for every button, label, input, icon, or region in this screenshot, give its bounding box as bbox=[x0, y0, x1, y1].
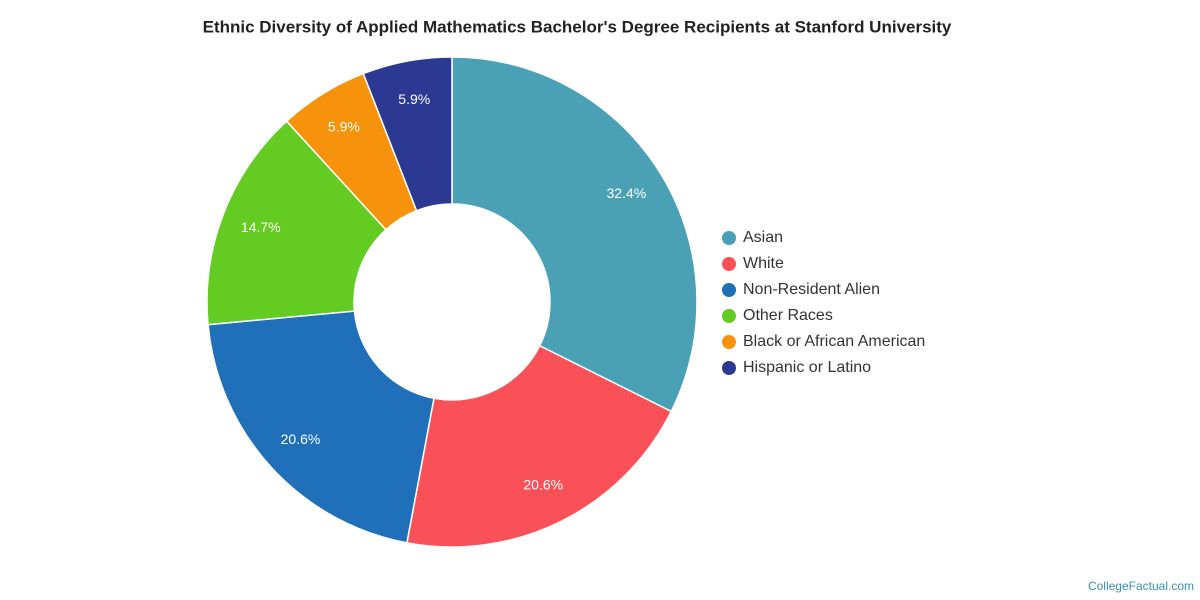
slice bbox=[207, 310, 435, 544]
data-label: 20.6% bbox=[523, 476, 563, 492]
chart-title: Ethnic Diversity of Applied Mathematics … bbox=[203, 17, 952, 36]
data-label: 5.9% bbox=[328, 119, 360, 135]
legend-label: Hispanic or Latino bbox=[743, 359, 871, 376]
data-label: 32.4% bbox=[606, 185, 646, 201]
legend-marker bbox=[722, 231, 736, 245]
legend-marker bbox=[722, 257, 736, 271]
legend-marker bbox=[722, 283, 736, 297]
legend-marker bbox=[722, 335, 736, 349]
data-label: 5.9% bbox=[398, 91, 430, 107]
data-label: 20.6% bbox=[281, 431, 321, 447]
slice bbox=[362, 56, 453, 212]
credit[interactable]: CollegeFactual.com bbox=[1088, 579, 1194, 593]
data-label: 14.7% bbox=[241, 219, 281, 235]
legend-label: Asian bbox=[743, 229, 783, 246]
slice bbox=[406, 344, 673, 548]
legend-label: Other Races bbox=[743, 307, 833, 324]
legend-label: White bbox=[743, 255, 784, 272]
legend-marker bbox=[722, 309, 736, 323]
legend-marker bbox=[722, 361, 736, 375]
legend-label: Black or African American bbox=[743, 333, 925, 350]
slice bbox=[206, 120, 387, 326]
legend-label: Non-Resident Alien bbox=[743, 281, 880, 298]
slice bbox=[451, 56, 698, 413]
